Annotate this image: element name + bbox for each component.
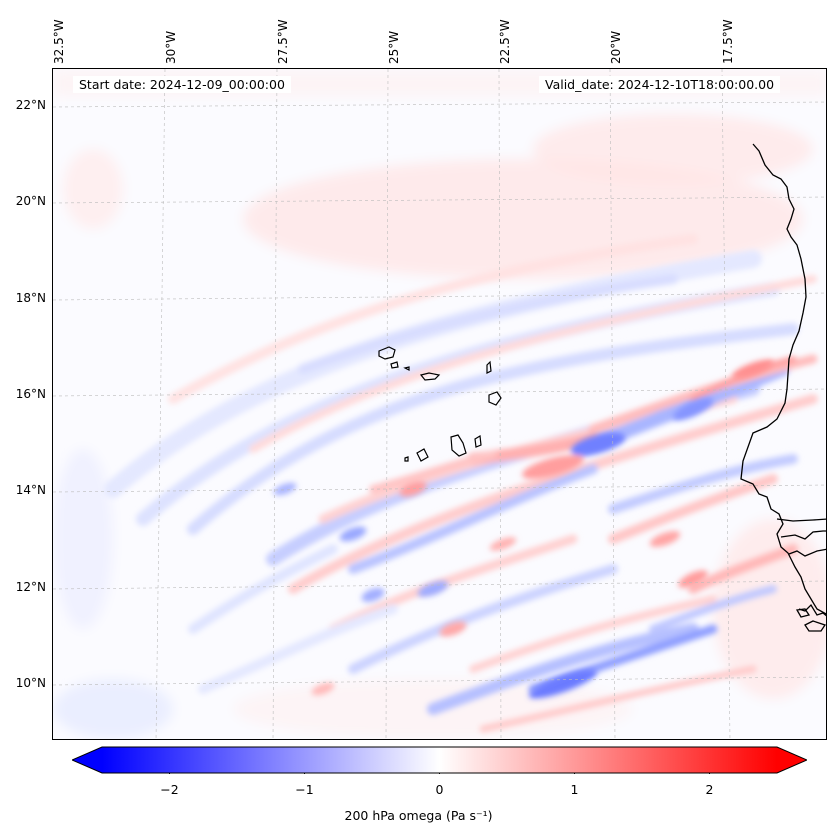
lon-label-22.5w: 22.5°W xyxy=(498,19,512,64)
lat-label-16n: 16°N xyxy=(15,387,46,401)
island-fogo xyxy=(416,448,429,462)
colorbar-outline xyxy=(72,746,807,774)
island-maio xyxy=(474,435,482,448)
lon-label-25w: 25°W xyxy=(387,30,401,64)
lon-label-30w: 30°W xyxy=(164,30,178,64)
island-santo-antao xyxy=(378,346,396,360)
lat-label-18n: 18°N xyxy=(15,291,46,305)
start-date-label: Start date: 2024-12-09_00:00:00 xyxy=(73,76,291,93)
lon-label-20w: 20°W xyxy=(609,30,623,64)
lat-label-20n: 20°N xyxy=(15,194,46,208)
cb-tick-neg2: −2 xyxy=(160,782,179,797)
colorbar-min-extension xyxy=(72,747,102,773)
cb-tick-neg1: −1 xyxy=(295,782,314,797)
cape-verde-islands xyxy=(378,346,502,462)
cb-tick-1: 1 xyxy=(570,782,579,797)
island-santa-luzia xyxy=(403,366,410,371)
lon-label-27.5w: 27.5°W xyxy=(276,19,290,64)
intense-cells xyxy=(273,359,774,699)
lat-label-12n: 12°N xyxy=(15,580,46,594)
lat-label-10n: 10°N xyxy=(15,676,46,690)
colorbar-max-extension xyxy=(777,747,807,773)
lat-label-22n: 22°N xyxy=(15,98,46,112)
valid-date-label: Valid_date: 2024-12-10T18:00:00.00 xyxy=(539,76,781,93)
omega-field-map xyxy=(53,69,826,739)
cb-tick-2: 2 xyxy=(705,782,714,797)
african-coastline xyxy=(740,143,826,632)
island-sao-vicente xyxy=(390,361,399,369)
island-brava xyxy=(404,456,409,462)
island-sal xyxy=(486,360,492,374)
island-boa-vista xyxy=(488,391,502,406)
island-santiago xyxy=(450,434,467,457)
island-sao-nicolau xyxy=(419,372,441,381)
lat-label-14n: 14°N xyxy=(15,483,46,497)
colorbar-tickmarks xyxy=(169,773,710,774)
colorbar-label: 200 hPa omega (Pa s⁻¹) xyxy=(344,808,493,823)
cb-tick-0: 0 xyxy=(435,782,444,797)
graticule xyxy=(53,69,826,739)
colorbar-body xyxy=(102,747,777,773)
lon-label-32.5w: 32.5°W xyxy=(52,19,66,64)
lon-label-17.5w: 17.5°W xyxy=(721,19,735,64)
colorbar xyxy=(72,746,807,774)
map-panel[interactable] xyxy=(52,68,827,740)
